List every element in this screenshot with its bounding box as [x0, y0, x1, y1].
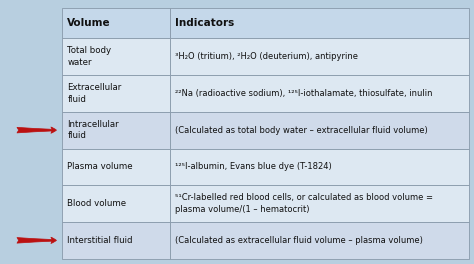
- Text: ⁵¹Cr-labelled red blood cells, or calculated as blood volume =
plasma volume/(1 : ⁵¹Cr-labelled red blood cells, or calcul…: [175, 194, 433, 214]
- Bar: [62, 222, 170, 259]
- Bar: [170, 38, 469, 75]
- Text: ¹²⁵I-albumin, Evans blue dye (T-1824): ¹²⁵I-albumin, Evans blue dye (T-1824): [175, 162, 332, 171]
- Bar: [170, 185, 469, 222]
- Bar: [62, 148, 170, 185]
- Bar: [170, 148, 469, 185]
- Bar: [170, 75, 469, 112]
- Text: ²²Na (radioactive sodium), ¹²⁵I-iothalamate, thiosulfate, inulin: ²²Na (radioactive sodium), ¹²⁵I-iothalam…: [175, 89, 433, 98]
- Text: Volume: Volume: [67, 18, 111, 28]
- Text: Total body
water: Total body water: [67, 46, 111, 67]
- Bar: [170, 222, 469, 259]
- Text: Intracellular
fluid: Intracellular fluid: [67, 120, 119, 140]
- Text: Interstitial fluid: Interstitial fluid: [67, 236, 133, 245]
- Text: Blood volume: Blood volume: [67, 199, 127, 208]
- Text: Extracellular
fluid: Extracellular fluid: [67, 83, 121, 103]
- Bar: [62, 38, 170, 75]
- Bar: [62, 8, 170, 38]
- Bar: [62, 75, 170, 112]
- Text: (Calculated as total body water – extracellular fluid volume): (Calculated as total body water – extrac…: [175, 126, 428, 135]
- Text: ³H₂O (tritium), ²H₂O (deuterium), antipyrine: ³H₂O (tritium), ²H₂O (deuterium), antipy…: [175, 52, 358, 61]
- Text: Indicators: Indicators: [175, 18, 235, 28]
- Text: (Calculated as extracellular fluid volume – plasma volume): (Calculated as extracellular fluid volum…: [175, 236, 423, 245]
- Bar: [170, 112, 469, 148]
- Bar: [62, 112, 170, 148]
- Bar: [170, 8, 469, 38]
- Text: Plasma volume: Plasma volume: [67, 162, 133, 171]
- Bar: [62, 185, 170, 222]
